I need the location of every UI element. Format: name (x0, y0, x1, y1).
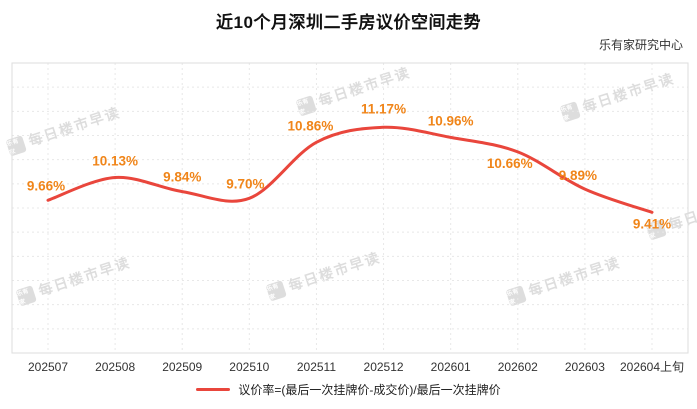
plot-border (11, 62, 689, 354)
x-axis-label: 202512 (364, 360, 404, 374)
data-label: 10.66% (487, 156, 533, 171)
x-axis-label: 202508 (95, 360, 135, 374)
data-label: 9.70% (226, 176, 264, 191)
legend-label: 议价率=(最后一次挂牌价-成交价)/最后一次挂牌价 (238, 383, 501, 397)
data-label: 10.96% (428, 113, 474, 128)
chart-title: 近10个月深圳二手房议价空间走势 (216, 13, 481, 32)
data-label: 10.13% (92, 154, 138, 169)
x-axis-label: 202603 (565, 360, 605, 374)
legend-line-marker (196, 388, 231, 391)
line-chart: 9.66% 10.13% 9.84% 9.70% 10.86% 11.17% 10.96% 1… (11, 62, 689, 374)
x-axis-label: 202510 (229, 360, 269, 374)
data-label: 9.84% (163, 170, 201, 185)
x-axis-label: 202509 (162, 360, 202, 374)
x-axis-label: 202511 (297, 360, 336, 374)
data-label: 9.89% (559, 168, 597, 183)
x-axis-label: 202602 (498, 360, 538, 374)
data-label: 9.66% (27, 178, 65, 193)
x-axis-label: 202604上旬 (620, 360, 684, 374)
x-axis-label: 202601 (431, 360, 471, 374)
source-label: 乐有家研究中心 (598, 38, 683, 52)
trend-line (46, 125, 654, 214)
data-label: 11.17% (361, 101, 406, 116)
data-label: 10.86% (288, 118, 334, 133)
data-label: 9.41% (633, 216, 671, 231)
x-axis-label: 202507 (28, 360, 68, 374)
legend: 议价率=(最后一次挂牌价-成交价)/最后一次挂牌价 (0, 381, 697, 398)
